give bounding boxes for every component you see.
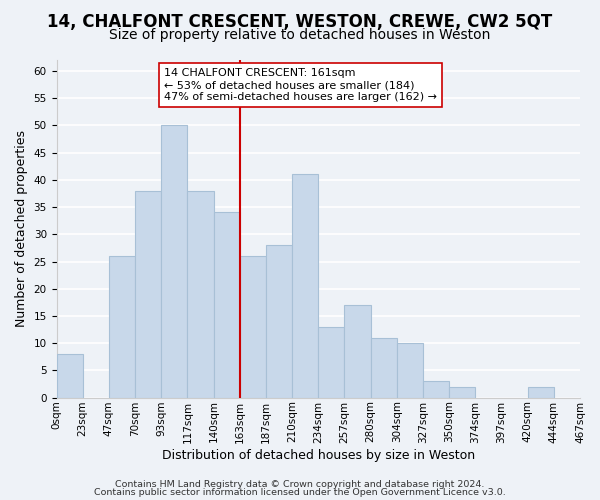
Bar <box>371 338 397 398</box>
Text: Size of property relative to detached houses in Weston: Size of property relative to detached ho… <box>109 28 491 42</box>
Bar <box>187 190 214 398</box>
Text: Contains HM Land Registry data © Crown copyright and database right 2024.: Contains HM Land Registry data © Crown c… <box>115 480 485 489</box>
Bar <box>240 256 266 398</box>
Text: Contains public sector information licensed under the Open Government Licence v3: Contains public sector information licen… <box>94 488 506 497</box>
Bar <box>527 387 554 398</box>
Y-axis label: Number of detached properties: Number of detached properties <box>15 130 28 328</box>
Bar <box>423 382 449 398</box>
Bar <box>109 256 135 398</box>
Bar <box>56 354 83 398</box>
Text: 14, CHALFONT CRESCENT, WESTON, CREWE, CW2 5QT: 14, CHALFONT CRESCENT, WESTON, CREWE, CW… <box>47 12 553 30</box>
Bar <box>344 305 371 398</box>
Bar <box>318 327 344 398</box>
Bar <box>161 126 187 398</box>
Bar <box>397 343 423 398</box>
Bar <box>292 174 318 398</box>
Bar <box>214 212 240 398</box>
Bar <box>135 190 161 398</box>
X-axis label: Distribution of detached houses by size in Weston: Distribution of detached houses by size … <box>162 450 475 462</box>
Bar <box>266 245 292 398</box>
Bar <box>449 387 475 398</box>
Text: 14 CHALFONT CRESCENT: 161sqm
← 53% of detached houses are smaller (184)
47% of s: 14 CHALFONT CRESCENT: 161sqm ← 53% of de… <box>164 68 437 102</box>
